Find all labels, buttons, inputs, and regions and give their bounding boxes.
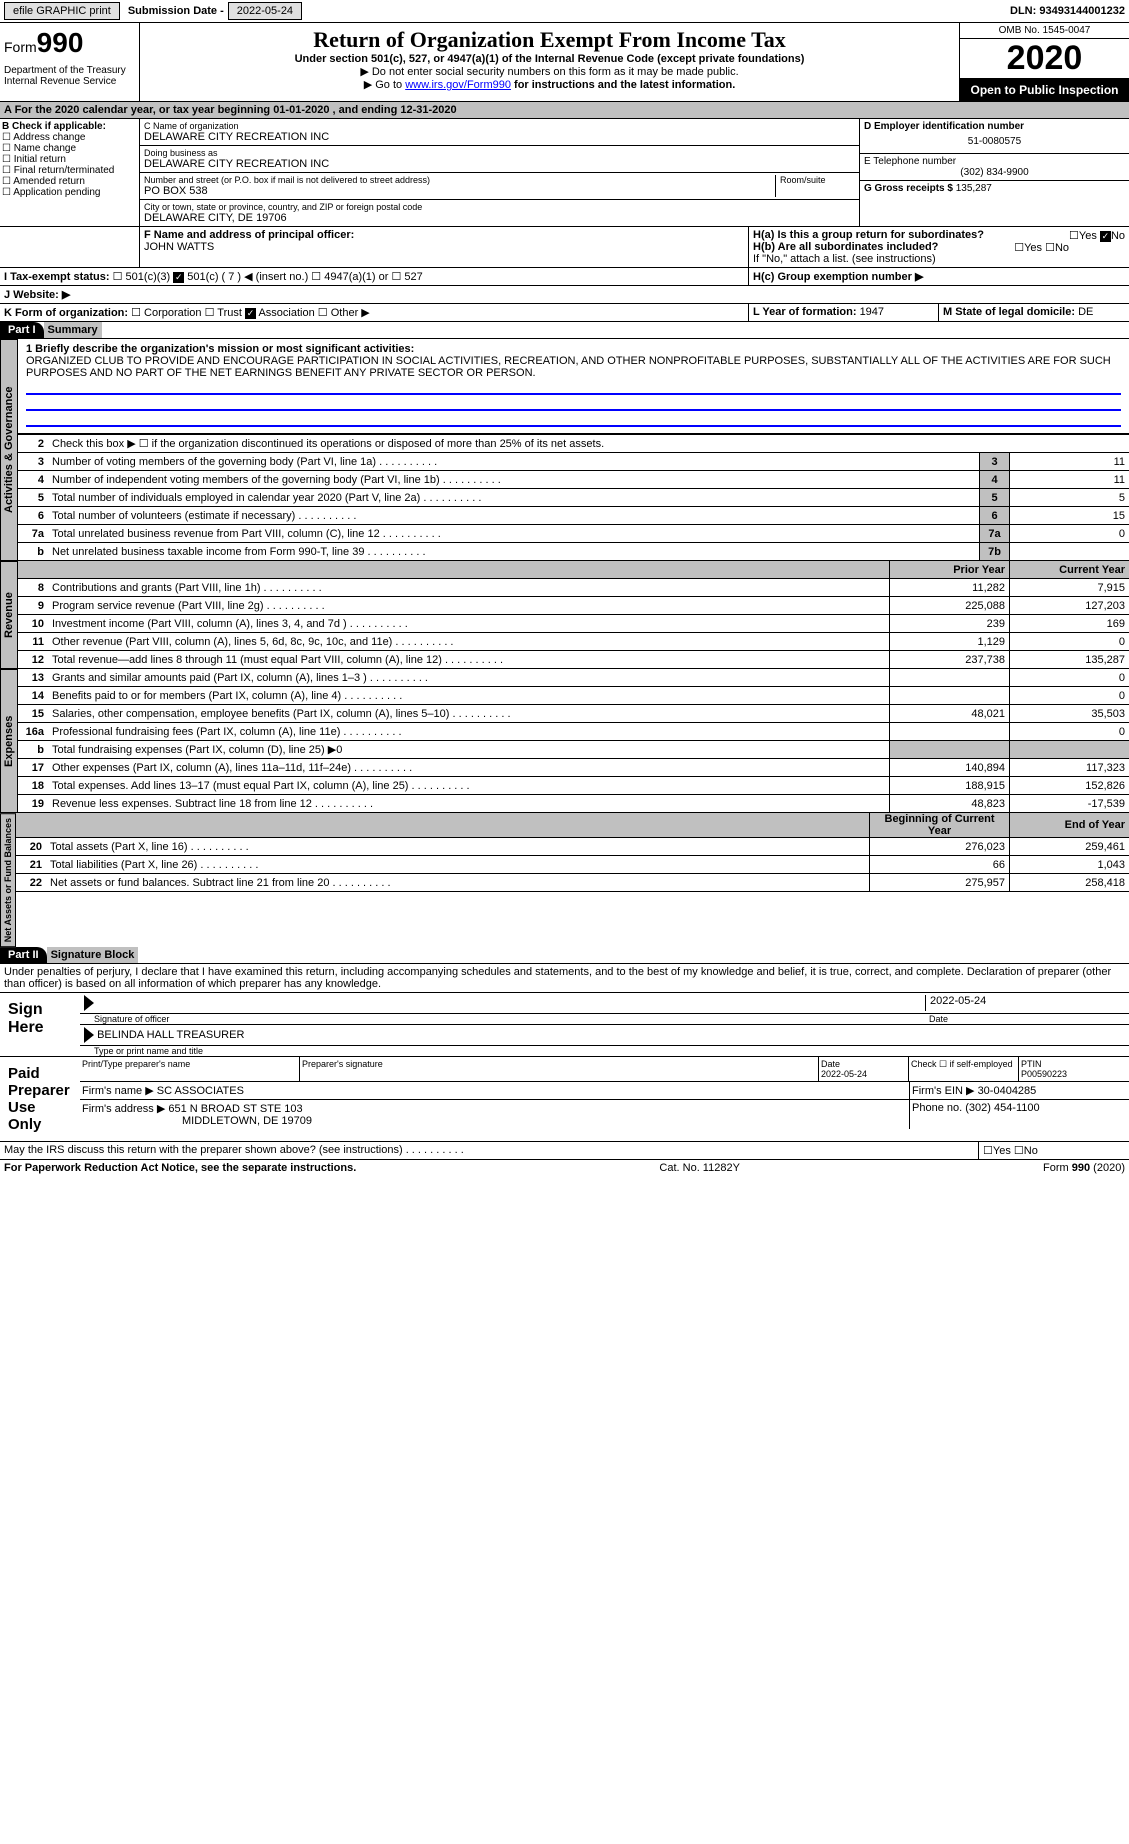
dln: DLN: 93493144001232 (1010, 5, 1125, 17)
year-box: OMB No. 1545-0047 2020 Open to Public In… (959, 23, 1129, 101)
tab-expenses: Expenses (0, 669, 18, 813)
part-1-header: Part ISummary (0, 322, 1129, 339)
arrow-icon (84, 995, 94, 1011)
summary-table: Activities & Governance 1 Briefly descri… (0, 339, 1129, 561)
col-b-checkboxes: B Check if applicable: ☐ Address change … (0, 119, 140, 226)
mission-text: ORGANIZED CLUB TO PROVIDE AND ENCOURAGE … (26, 355, 1111, 379)
part-2-header: Part IISignature Block (0, 947, 1129, 964)
tab-revenue: Revenue (0, 561, 18, 669)
col-d-ein: D Employer identification number51-00805… (859, 119, 1129, 226)
perjury-declaration: Under penalties of perjury, I declare th… (0, 964, 1129, 993)
inspection-badge: Open to Public Inspection (960, 79, 1129, 101)
title-box: Return of Organization Exempt From Incom… (140, 23, 959, 101)
sign-here-section: Sign Here 2022-05-24 Signature of office… (0, 993, 1129, 1057)
page-footer: For Paperwork Reduction Act Notice, see … (0, 1160, 1129, 1176)
identity-section: B Check if applicable: ☐ Address change … (0, 119, 1129, 227)
note-2: ▶ Go to www.irs.gov/Form990 for instruct… (144, 78, 955, 91)
tax-period: A For the 2020 calendar year, or tax yea… (0, 102, 1129, 119)
efile-print-button[interactable]: efile GRAPHIC print (4, 2, 120, 20)
tax-year: 2020 (960, 39, 1129, 79)
arrow-icon (84, 1027, 94, 1043)
paid-preparer-section: Paid Preparer Use Only Print/Type prepar… (0, 1057, 1129, 1142)
officer-group-section: F Name and address of principal officer:… (0, 227, 1129, 268)
form-number-box: Form990 (0, 23, 140, 63)
submission-date-button[interactable]: 2022-05-24 (228, 2, 302, 20)
col-c-name-address: C Name of organizationDELAWARE CITY RECR… (140, 119, 859, 226)
tab-net-assets: Net Assets or Fund Balances (0, 813, 16, 947)
instructions-link[interactable]: www.irs.gov/Form990 (405, 79, 511, 91)
subtitle: Under section 501(c), 527, or 4947(a)(1)… (144, 53, 955, 65)
department: Department of the Treasury Internal Reve… (0, 63, 140, 101)
form-title: Return of Organization Exempt From Incom… (144, 27, 955, 53)
submission-label: Submission Date - (128, 5, 224, 17)
omb-number: OMB No. 1545-0047 (960, 23, 1129, 39)
top-bar: efile GRAPHIC print Submission Date - 20… (0, 0, 1129, 23)
note-1: ▶ Do not enter social security numbers o… (144, 65, 955, 78)
tab-activities: Activities & Governance (0, 339, 18, 561)
form-header: Form990 Department of the Treasury Inter… (0, 23, 1129, 102)
